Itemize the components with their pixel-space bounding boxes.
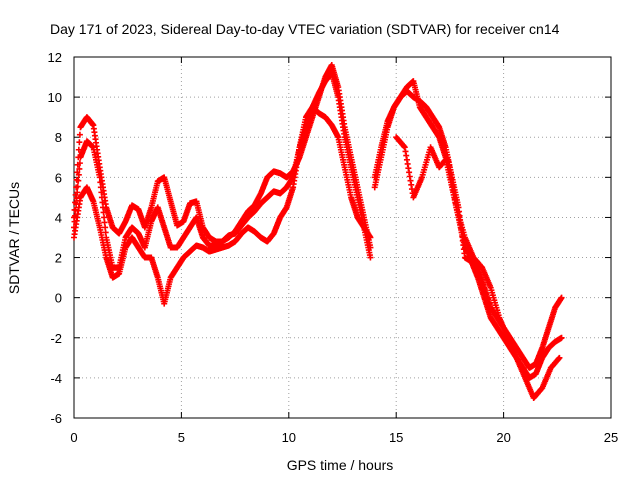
data-point <box>74 189 81 196</box>
y-tick-label: 4 <box>55 210 62 225</box>
chart-title: Day 171 of 2023, Sidereal Day-to-day VTE… <box>50 21 560 37</box>
x-tick-label: 10 <box>282 430 296 445</box>
data-point <box>367 254 374 261</box>
series-track-d <box>371 78 565 371</box>
data-point <box>73 195 80 202</box>
ticks: 0 5 10 15 20 25 -6 -4 -2 0 2 4 6 8 10 12 <box>48 50 619 445</box>
y-tick-label: 0 <box>55 291 62 306</box>
x-tick-label: 25 <box>604 430 618 445</box>
y-tick-label: -4 <box>50 371 62 386</box>
y-tick-label: 10 <box>48 90 62 105</box>
data-point <box>98 194 105 201</box>
data-point <box>75 177 82 184</box>
data-point <box>99 204 106 211</box>
y-tick-label: 2 <box>55 251 62 266</box>
x-tick-label: 15 <box>389 430 403 445</box>
data-point <box>558 294 565 301</box>
data-point <box>99 199 106 206</box>
x-tick-label: 0 <box>70 430 77 445</box>
series-track-f <box>393 134 563 401</box>
data-point <box>96 174 103 181</box>
y-tick-label: 8 <box>55 130 62 145</box>
x-tick-label: 5 <box>178 430 185 445</box>
data-point <box>558 334 565 341</box>
series-track-a <box>71 62 374 251</box>
data-point <box>98 189 105 196</box>
y-tick-label: 12 <box>48 50 62 65</box>
data-point <box>75 171 82 178</box>
data-point <box>76 160 83 167</box>
data-point <box>367 234 374 241</box>
y-tick-label: 6 <box>55 170 62 185</box>
data-point <box>100 209 107 216</box>
x-tick-label: 20 <box>496 430 510 445</box>
series-track-e <box>371 88 565 381</box>
series-track-b <box>71 70 374 271</box>
data-point <box>101 214 108 221</box>
data-point <box>101 219 108 226</box>
y-tick-label: -6 <box>50 411 62 426</box>
data-point <box>74 183 81 190</box>
data-point <box>76 131 83 138</box>
data-point <box>556 354 563 361</box>
x-axis-label: GPS time / hours <box>287 457 394 473</box>
data-point <box>102 224 109 231</box>
data-point <box>97 184 104 191</box>
y-tick-label: -2 <box>50 331 62 346</box>
data-point <box>76 139 83 146</box>
series-track-c <box>71 104 374 307</box>
data-point <box>97 179 104 186</box>
data-points <box>71 62 565 401</box>
data-point <box>76 165 83 172</box>
y-axis-label: SDTVAR / TECUs <box>6 182 22 294</box>
